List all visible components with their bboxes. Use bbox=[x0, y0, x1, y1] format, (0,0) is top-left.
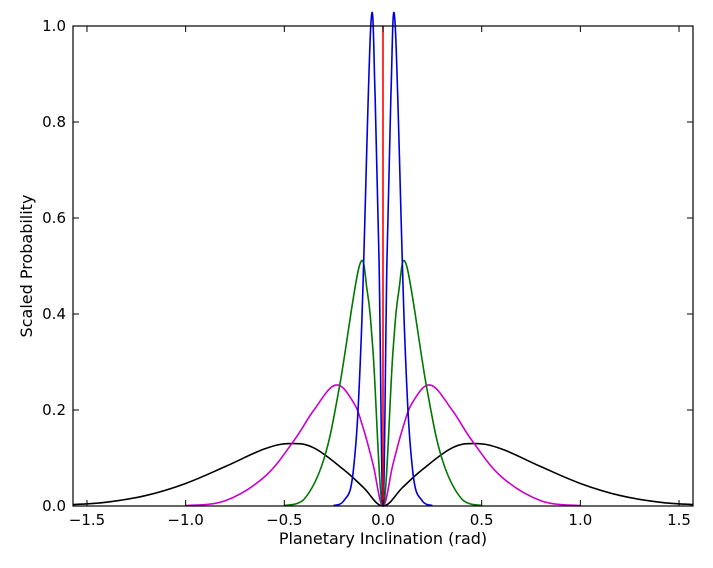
x-axis-label: Planetary Inclination (rad) bbox=[279, 529, 487, 548]
x-tick-label: 1.0 bbox=[568, 511, 592, 529]
x-tick-label: −0.5 bbox=[266, 511, 302, 529]
y-tick-label: 0.2 bbox=[42, 401, 66, 419]
x-tick-label: −1.0 bbox=[167, 511, 203, 529]
y-tick-label: 0.0 bbox=[42, 497, 66, 515]
ticks-layer: −1.5 −1.0 −0.5 0.0 0.5 1.0 1.5 0.0 0.2 0.4 0.6 0.8 1… bbox=[42, 17, 693, 529]
y-tick-label: 0.8 bbox=[42, 113, 66, 131]
y-tick-label: 0.6 bbox=[42, 209, 66, 227]
x-tick-label: −1.5 bbox=[69, 511, 105, 529]
y-tick-label: 1.0 bbox=[42, 17, 66, 35]
y-tick-label: 0.4 bbox=[42, 305, 66, 323]
x-tick-label: 0.0 bbox=[371, 511, 395, 529]
y-axis-label: Scaled Probability bbox=[17, 195, 36, 338]
series-layer bbox=[72, 11, 694, 507]
x-tick-label: 1.5 bbox=[667, 511, 691, 529]
x-tick-label: 0.5 bbox=[470, 511, 494, 529]
